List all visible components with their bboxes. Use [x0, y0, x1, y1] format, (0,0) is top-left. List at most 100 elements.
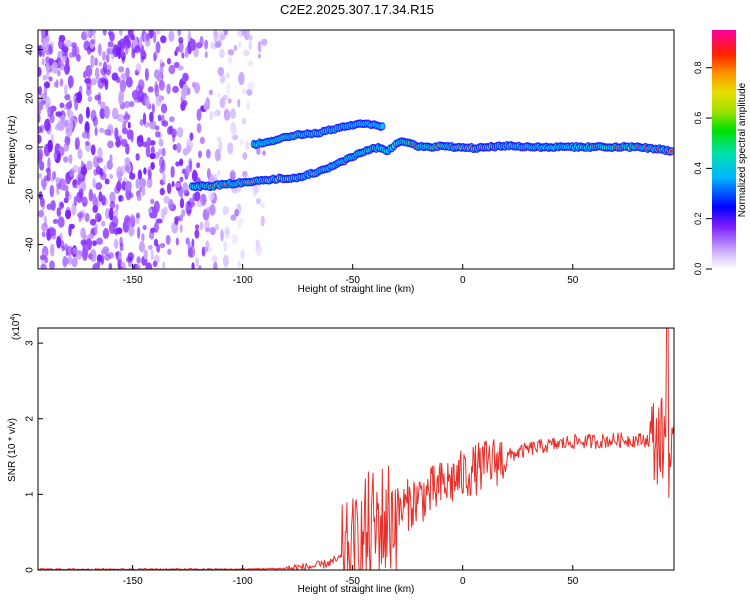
noise-blob — [157, 148, 163, 156]
noise-blob — [191, 238, 195, 248]
noise-blob — [150, 249, 154, 261]
colorbar-tick-label: 0.4 — [693, 162, 703, 175]
noise-blob — [248, 40, 253, 51]
spectrogram-x-tick-label: -100 — [233, 275, 253, 286]
spectrogram-x-tick-label: -150 — [123, 275, 143, 286]
spectrogram-ridge — [188, 119, 674, 192]
noise-blob — [150, 162, 155, 170]
noise-blob — [182, 182, 189, 194]
noise-blob — [92, 192, 97, 204]
noise-blob — [223, 109, 231, 121]
noise-blob — [191, 262, 195, 269]
noise-blob — [56, 236, 62, 249]
snr-x-tick-label: 0 — [460, 576, 466, 587]
noise-blob — [111, 72, 119, 81]
noise-blob — [158, 138, 164, 147]
noise-blob — [84, 77, 91, 84]
noise-blob — [147, 86, 154, 93]
noise-blob — [255, 198, 262, 205]
noise-blob — [85, 140, 90, 147]
noise-blob — [241, 117, 247, 125]
noise-blob — [246, 88, 253, 96]
noise-blob — [214, 148, 221, 162]
noise-blob — [113, 227, 118, 235]
noise-blob — [65, 189, 70, 199]
noise-blob — [159, 63, 164, 76]
noise-blob — [63, 197, 69, 204]
noise-blob — [174, 216, 181, 222]
noise-blob — [194, 224, 200, 230]
colorbar-tick-label: 0.8 — [693, 61, 703, 74]
snr-scale-label: (x104) — [10, 313, 22, 340]
noise-blob — [48, 76, 53, 82]
noise-blob — [52, 218, 59, 224]
noise-blob — [227, 49, 235, 56]
spectrogram-y-tick-label: 0 — [25, 144, 36, 150]
noise-blob — [105, 208, 110, 220]
noise-blob — [86, 130, 90, 140]
noise-blob — [97, 92, 102, 105]
noise-blob — [126, 220, 133, 228]
noise-blob — [121, 127, 128, 135]
noise-blob — [155, 41, 161, 54]
noise-blob — [65, 39, 72, 48]
noise-blob — [68, 110, 74, 123]
noise-blob — [95, 165, 101, 175]
noise-blob — [187, 87, 191, 96]
noise-blob — [118, 92, 124, 106]
noise-blob — [217, 66, 225, 76]
noise-blob — [47, 139, 53, 153]
noise-blob — [38, 86, 42, 96]
noise-blob — [104, 129, 109, 136]
noise-blob — [49, 41, 55, 47]
noise-blob — [172, 85, 179, 94]
noise-blob — [136, 135, 144, 148]
noise-blob — [138, 241, 145, 253]
noise-blob — [227, 55, 233, 66]
noise-blob — [244, 30, 250, 35]
noise-blob — [39, 161, 45, 171]
noise-blob — [161, 147, 166, 157]
noise-blob — [195, 41, 202, 49]
noise-blob — [260, 38, 268, 46]
noise-blob — [54, 123, 61, 131]
noise-blob — [83, 40, 91, 51]
noise-blob — [166, 57, 172, 65]
noise-blob — [186, 144, 191, 154]
noise-blob — [153, 31, 157, 44]
noise-blob — [85, 86, 92, 97]
noise-blob — [115, 140, 122, 147]
noise-blob — [237, 260, 241, 268]
noise-blob — [105, 54, 110, 63]
noise-blob — [185, 165, 190, 177]
noise-blob — [175, 237, 179, 246]
noise-blob — [92, 240, 97, 247]
noise-blob — [92, 177, 96, 189]
noise-blob — [147, 244, 153, 251]
spectrogram-noise — [38, 30, 268, 269]
noise-blob — [96, 157, 104, 163]
noise-blob — [72, 164, 79, 173]
noise-blob — [54, 147, 59, 156]
noise-blob — [179, 176, 184, 183]
noise-blob — [214, 42, 221, 49]
noise-blob — [123, 100, 131, 109]
noise-blob — [147, 208, 153, 214]
noise-blob — [57, 50, 62, 59]
noise-blob — [80, 227, 86, 239]
noise-blob — [231, 234, 239, 245]
noise-blob — [45, 56, 51, 64]
noise-blob — [61, 55, 67, 63]
noise-blob — [157, 114, 162, 122]
noise-blob — [94, 126, 98, 136]
noise-blob — [142, 141, 148, 148]
noise-blob — [57, 60, 64, 68]
spectrogram-y-tick-label: -40 — [25, 237, 36, 252]
noise-blob — [116, 166, 123, 179]
noise-blob — [55, 79, 59, 89]
noise-blob — [45, 61, 50, 73]
noise-blob — [194, 82, 201, 94]
noise-blob — [161, 261, 166, 269]
noise-blob — [111, 215, 119, 228]
